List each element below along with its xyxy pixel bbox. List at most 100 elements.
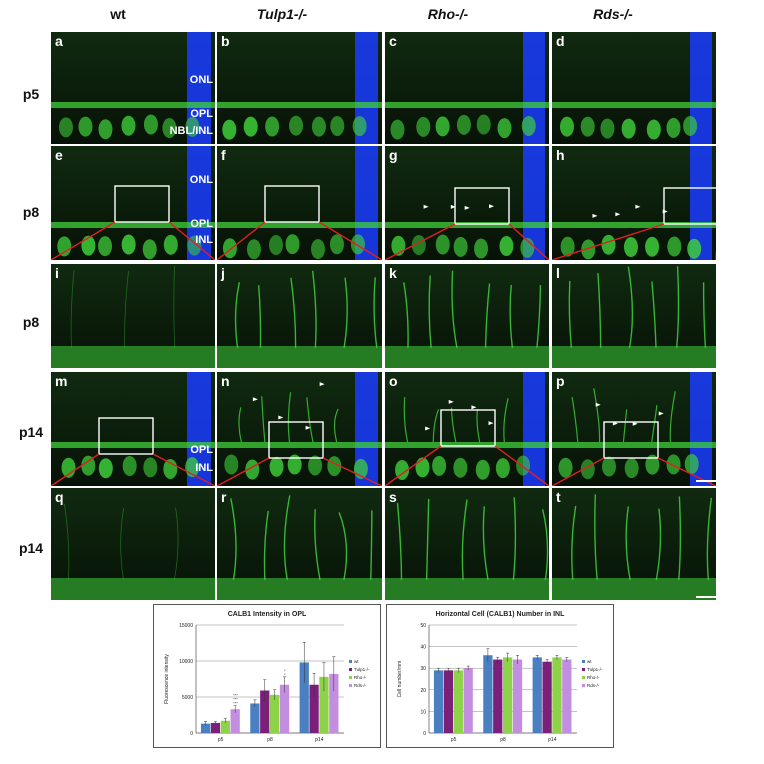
y-tick-label: 30: [420, 666, 426, 672]
row-label-p14-b: p14: [18, 540, 44, 556]
micrograph-image: [51, 372, 215, 486]
bar-p8-2: [270, 694, 280, 733]
micrograph-image: [552, 146, 716, 260]
bar-p5-2: [453, 670, 463, 733]
micrograph-panel-h: h: [552, 146, 716, 260]
chart-title: Horizontal Cell (CALB1) Number in INL: [435, 611, 565, 618]
micrograph-panel-f: f: [217, 146, 382, 260]
bar-p8-3: [512, 659, 523, 733]
micrograph-panel-e: e ONL OPL INL: [51, 146, 215, 260]
micrograph-panel-s: s: [385, 488, 549, 600]
bar-p5-0: [200, 723, 211, 733]
column-header-tulp1: Tulp1-/-: [256, 6, 308, 22]
chart-svg: 0 10 20 30 40 50 Cell number/mm p5 p8 p14 wt Tulp1-…: [397, 623, 603, 743]
legend-label: Rho-/-: [587, 675, 600, 680]
column-header-rho: Rho-/-: [427, 6, 469, 22]
y-axis-label: Fluorescence intensity: [164, 654, 170, 704]
scale-bar-p14: [696, 480, 716, 482]
significance-mark: *: [284, 672, 286, 677]
significance-mark: ***: [233, 697, 238, 702]
panel-letter: a: [55, 33, 63, 49]
legend-label: wt: [354, 659, 359, 664]
micrograph-image: [385, 32, 549, 144]
micrograph-panel-p: p: [552, 372, 716, 486]
micrograph-panel-b: b: [217, 32, 382, 144]
y-tick-label: 5000: [182, 695, 193, 701]
horizontal-cell-number-chart: Horizontal Cell (CALB1) Number in INL 0 1…: [386, 604, 614, 748]
x-tick-label: p8: [267, 737, 273, 743]
y-tick-label: 20: [420, 688, 426, 694]
x-tick-label: p8: [500, 737, 506, 743]
bar-p8-1: [260, 690, 270, 733]
chart-title: CALB1 Intensity in OPL: [227, 611, 307, 618]
layer-label-onl: ONL: [189, 74, 213, 86]
micrograph-panel-c: c: [385, 32, 549, 144]
bar-p14-2: [552, 657, 562, 733]
significance-mark: ***: [233, 693, 238, 698]
layer-label-inl: INL: [195, 234, 213, 246]
panel-letter: h: [556, 147, 565, 163]
micrograph-image: [51, 146, 215, 260]
micrograph-panel-t: t: [552, 488, 716, 600]
legend-swatch: [349, 668, 352, 671]
micrograph-panel-n: n: [217, 372, 382, 486]
micrograph-panel-k: k: [385, 264, 549, 368]
panel-letter: n: [221, 373, 230, 389]
legend-swatch: [582, 684, 585, 687]
micrograph-image: [217, 146, 382, 260]
bar-p14-3: [562, 659, 572, 733]
legend-label: Rho-/-: [354, 675, 367, 680]
x-tick-label: p5: [451, 737, 457, 743]
panel-letter: d: [556, 33, 565, 49]
panel-letter: r: [221, 489, 227, 505]
row-label-p14-a: p14: [18, 424, 44, 440]
row-label-p5: p5: [22, 86, 40, 102]
micrograph-image: [385, 146, 549, 260]
row-label-p8-b: p8: [22, 314, 40, 330]
micrograph-image: [385, 372, 549, 486]
bar-p14-0: [532, 657, 542, 733]
legend-swatch: [582, 660, 585, 663]
significance-mark: ***: [233, 701, 238, 706]
micrograph-panel-d: d: [552, 32, 716, 144]
layer-label-nbl-inl: NBL/INL: [169, 125, 213, 137]
micrograph-panel-g: g: [385, 146, 549, 260]
micrograph-image: [552, 488, 716, 600]
y-tick-label: 10000: [179, 659, 193, 665]
bar-p8-1: [493, 659, 503, 733]
bar-p5-0: [433, 670, 444, 733]
bar-p14-1: [542, 661, 552, 733]
micrograph-panel-o: o: [385, 372, 549, 486]
panel-letter: i: [55, 265, 59, 281]
y-tick-label: 15000: [179, 623, 193, 629]
bar-p5-1: [210, 722, 221, 733]
layer-label-onl: ONL: [189, 174, 213, 186]
panel-letter: p: [556, 373, 565, 389]
panel-letter: f: [221, 147, 226, 163]
micrograph-image: [51, 488, 215, 600]
micrograph-image: [217, 32, 382, 144]
y-tick-label: 40: [420, 645, 426, 651]
bar-p14-0: [299, 662, 309, 733]
legend-label: Tulp1-/-: [587, 667, 603, 672]
panel-letter: g: [389, 147, 398, 163]
x-tick-label: p5: [218, 737, 224, 743]
bar-p14-1: [309, 684, 319, 733]
x-tick-label: p14: [315, 737, 324, 743]
micrograph-image: [217, 488, 382, 600]
bar-p5-2: [220, 720, 230, 733]
legend-label: Rds-/-: [354, 683, 367, 688]
bar-p8-2: [503, 657, 513, 733]
layer-label-opl: OPL: [190, 444, 213, 456]
micrograph-image: [385, 488, 549, 600]
legend-swatch: [349, 676, 352, 679]
legend-label: Tulp1-/-: [354, 667, 370, 672]
micrograph-image: [552, 372, 716, 486]
micrograph-panel-j: j: [217, 264, 382, 368]
panel-letter: c: [389, 33, 397, 49]
panel-letter: e: [55, 147, 63, 163]
y-tick-label: 50: [420, 623, 426, 629]
micrograph-image: [552, 32, 716, 144]
micrograph-image: [552, 264, 716, 368]
layer-label-inl: INL: [195, 462, 213, 474]
